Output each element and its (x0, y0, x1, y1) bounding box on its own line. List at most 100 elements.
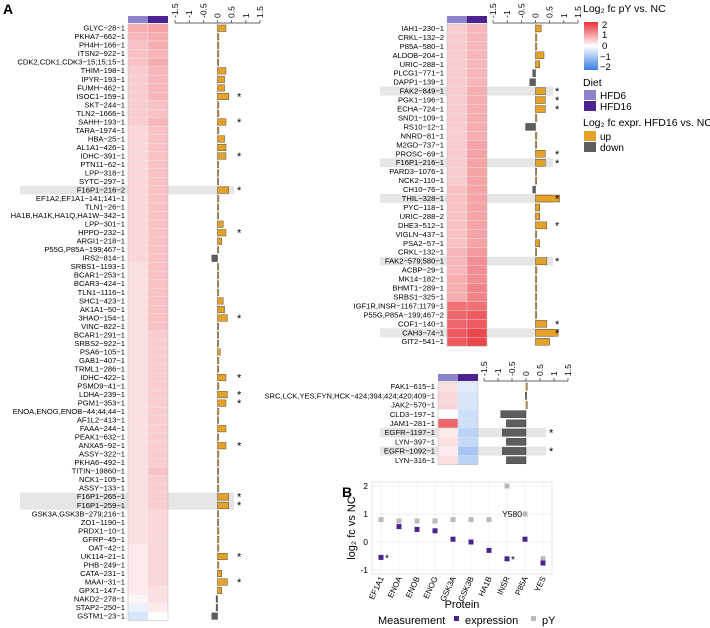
left-row-label: BCAR1−253−1 (74, 271, 125, 280)
rtop-cell-hfd6 (446, 274, 468, 284)
left-highlight-band (20, 492, 234, 502)
legend-hfd16-label: HFD16 (600, 102, 632, 113)
scatter-x-tick-label: ENOA (386, 574, 404, 599)
rtop-expr-bar (535, 33, 538, 42)
rtop-expr-bar (535, 114, 538, 122)
rtop-row-label: PLCG1−771−1 (393, 69, 444, 78)
left-expr-bar (217, 67, 227, 75)
left-cell-hfd6 (127, 500, 149, 510)
left-cell-hfd6 (127, 305, 149, 314)
rtop-cell-hfd6 (446, 140, 468, 150)
left-cell-hfd6 (127, 126, 149, 135)
legend-hfd6-label: HFD6 (600, 91, 627, 102)
left-expr-bar (217, 331, 219, 339)
rbot-cell-hfd16 (457, 400, 479, 410)
left-cell-hfd6 (127, 168, 149, 178)
rtop-expr-bar (535, 150, 546, 158)
left-significance-star: * (237, 151, 242, 163)
left-significance-star: * (237, 551, 242, 563)
left-row-label: GSK3A,GSK3B−279;216−1 (32, 509, 125, 518)
rtop-expr-bar (535, 159, 546, 167)
rtop-axis-tick-label: -1.5 (488, 3, 498, 18)
rtop-row-label: SRBS1−325−1 (393, 292, 444, 301)
left-significance-star: * (237, 577, 242, 589)
left-expr-bar (217, 314, 228, 322)
left-expr-bar (217, 84, 225, 92)
rtop-axis-tick-label: -1 (502, 10, 512, 18)
left-cell-hfd16 (147, 415, 169, 425)
rtop-expr-bar (535, 212, 540, 221)
left-cell-hfd16 (147, 262, 169, 272)
rtop-row-label: COF1−140−1 (398, 319, 444, 328)
scatter-legend-title: Measurement (378, 615, 445, 627)
scatter-x-tick-label: EF1A1 (367, 575, 386, 601)
left-cell-hfd6 (127, 211, 149, 221)
left-expr-bar (217, 101, 220, 109)
rbot-cell-hfd16 (457, 427, 479, 438)
legend-fc-tick-2: 2 (602, 20, 607, 31)
rbot-axis-tick-label: -0.5 (507, 361, 517, 376)
left-expr-bar (217, 24, 227, 32)
rtop-expr-bar (535, 293, 537, 301)
left-expr-bar (217, 263, 219, 271)
scatter-y-tick-label: 2 (363, 481, 368, 491)
left-cell-hfd6 (127, 177, 149, 187)
left-expr-bar (217, 92, 230, 100)
left-row-label: BCAR3−424−1 (74, 279, 125, 288)
left-row-label: LPP−301−1 (85, 220, 125, 229)
left-significance-star: * (237, 91, 242, 103)
left-expr-bar (217, 271, 219, 279)
legend-diet-title: Diet (583, 77, 602, 89)
rtop-row-label: VIGLN−437−1 (395, 230, 444, 239)
rtop-cell-hfd16 (466, 247, 488, 257)
rtop-expr-bar (535, 194, 560, 203)
rbot-cell-hfd16 (457, 381, 479, 392)
rbot-cell-hfd6 (437, 427, 459, 438)
left-expr-bar (217, 536, 220, 543)
rtop-cell-hfd16 (466, 229, 488, 239)
rbot-expr-bar (500, 410, 527, 419)
left-row-label: HPPD−232−1 (78, 228, 125, 237)
rbot-row-label: JAM1−281−1 (390, 419, 435, 428)
rtop-cell-hfd16 (466, 283, 488, 293)
left-row-label: TRML1−286−1 (74, 364, 125, 373)
left-cell-hfd16 (147, 287, 169, 297)
rtop-axis-tick-label: 1.5 (573, 6, 583, 18)
rbot-axis-tick-label: 0 (521, 371, 531, 376)
legend-fc-title: Log₂ fc pY vs. NC (583, 3, 666, 15)
rtop-cell-hfd16 (466, 77, 488, 87)
rtop-cell-hfd6 (446, 256, 468, 266)
left-row-label: P55G,P85A−199;467−1 (44, 245, 125, 254)
left-axis-tick-label: -1 (184, 10, 194, 18)
left-cell-hfd16 (147, 57, 169, 67)
left-cell-hfd6 (127, 117, 149, 127)
rbot-row-label: EGFR−1092−1 (384, 447, 435, 456)
left-expr-bar (217, 561, 220, 569)
left-cell-hfd6 (127, 322, 149, 331)
scatter-xlabel: Protein (445, 599, 480, 611)
left-expr-bar (217, 161, 219, 169)
left-cell-hfd16 (147, 296, 169, 306)
rtop-axis-tick-label: 0 (531, 13, 541, 18)
rtop-expr-bar (535, 275, 537, 283)
left-cell-hfd16 (147, 23, 169, 33)
left-expr-bar (217, 195, 220, 203)
left-cell-hfd16 (147, 100, 169, 110)
left-cell-hfd16 (147, 466, 169, 476)
left-cell-hfd6 (127, 475, 149, 485)
left-cell-hfd16 (147, 364, 169, 374)
left-expr-bar (217, 544, 220, 552)
left-row-label: ARGI1−218−1 (76, 237, 125, 246)
scatter-significance-star: * (511, 555, 515, 566)
left-border (127, 23, 169, 621)
left-axis-tick-label: 0.5 (227, 6, 237, 18)
rtop-cell-hfd16 (466, 220, 488, 230)
left-row-label: GFRP−45−1 (82, 535, 125, 544)
left-cell-hfd16 (147, 543, 169, 553)
left-cell-hfd16 (147, 398, 169, 408)
rtop-expr-bar (535, 141, 537, 149)
rbot-expr-bar (502, 447, 527, 455)
rtop-header-hfd6 (447, 16, 467, 23)
rtop-cell-hfd6 (446, 32, 468, 43)
left-cell-hfd6 (127, 526, 149, 536)
